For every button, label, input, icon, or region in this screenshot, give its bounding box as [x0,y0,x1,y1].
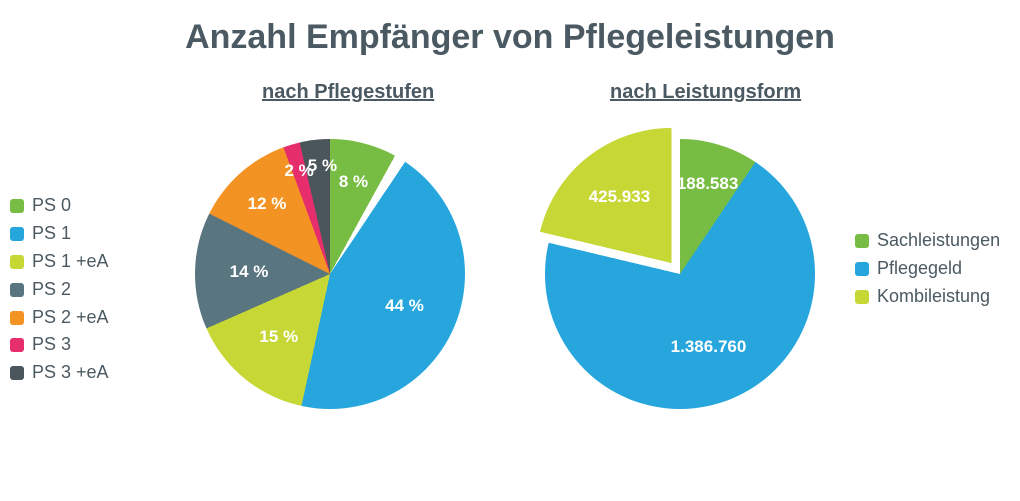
legend-item: Pflegegeld [855,255,1000,283]
slice-label: 5 % [308,156,337,176]
legend-swatch [10,255,24,269]
legend-label: Sachleistungen [877,227,1000,255]
slice-label: 44 % [385,296,424,316]
chart1-legend: PS 0PS 1PS 1 +eAPS 2PS 2 +eAPS 3PS 3 +eA [10,192,109,387]
chart2-subtitle: nach Leistungsform [610,81,801,104]
slice-label: 1.386.760 [671,337,747,357]
chart2-pie: 188.583 1.386.760 425.933 [545,139,815,409]
chart2-legend: SachleistungenPflegegeldKombileistung [855,227,1000,311]
legend-swatch [10,283,24,297]
chart1-subtitle: nach Pflegestufen [262,81,434,104]
legend-swatch [10,199,24,213]
slice-label: 188.583 [677,174,738,194]
legend-swatch [10,338,24,352]
legend-item: PS 2 [10,276,109,304]
legend-label: PS 3 [32,331,71,359]
legend-item: PS 0 [10,192,109,220]
legend-label: PS 2 [32,276,71,304]
slice-label: 8 % [339,172,368,192]
legend-swatch [10,311,24,325]
slice-label: 425.933 [589,187,650,207]
legend-label: Kombileistung [877,283,990,311]
legend-label: PS 1 +eA [32,248,109,276]
legend-label: PS 2 +eA [32,304,109,332]
legend-label: PS 0 [32,192,71,220]
legend-swatch [855,290,869,304]
legend-swatch [10,227,24,241]
legend-item: PS 2 +eA [10,304,109,332]
slice-label: 12 % [248,194,287,214]
legend-item: Kombileistung [855,283,1000,311]
chart1-pie: 8 %44 %15 %14 %12 %2 %5 % [195,139,465,409]
legend-item: PS 1 [10,220,109,248]
page-title: Anzahl Empfänger von Pflegeleistungen [0,0,1020,57]
legend-item: PS 1 +eA [10,248,109,276]
legend-item: PS 3 [10,331,109,359]
legend-swatch [10,366,24,380]
legend-swatch [855,262,869,276]
legend-swatch [855,234,869,248]
slice-label: 15 % [259,327,298,347]
slice-label: 14 % [230,262,269,282]
legend-item: PS 3 +eA [10,359,109,387]
legend-item: Sachleistungen [855,227,1000,255]
legend-label: Pflegegeld [877,255,962,283]
legend-label: PS 3 +eA [32,359,109,387]
legend-label: PS 1 [32,220,71,248]
